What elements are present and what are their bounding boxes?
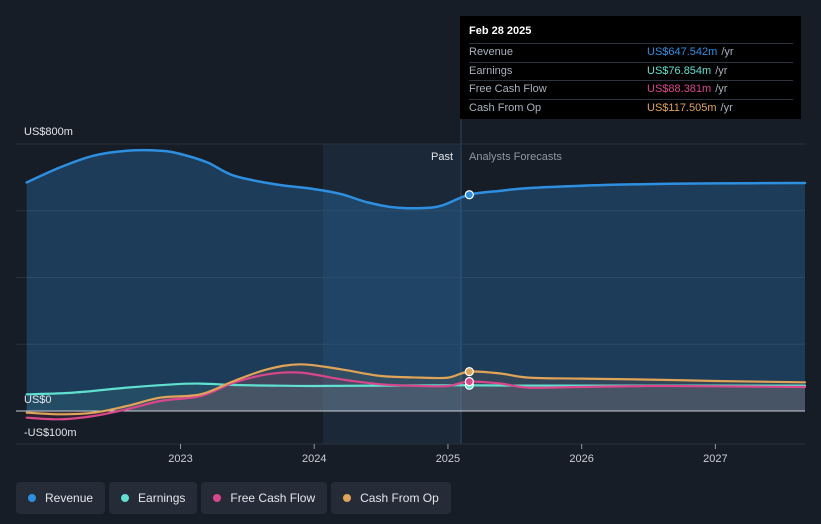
tooltip-label: Revenue [469,46,514,58]
tooltip-row-cash-from-op: Cash From Op US$117.505m /yr [469,98,793,118]
tooltip-value: US$88.381m [647,83,712,95]
free-cash-flow-area [26,372,805,420]
legend-item-cash-from-op[interactable]: Cash From Op [331,482,451,514]
cash-from-op-line [25,363,807,416]
legend-label: Free Cash Flow [230,491,316,505]
legend-dot-icon [343,494,352,502]
forecast-label: Analysts Forecasts [469,151,562,163]
past-label: Past [431,151,453,163]
y-label-0: US$0 [24,394,52,406]
x-tick-label: 2027 [703,453,727,465]
x-axis: 2023 2024 2025 2026 2027 [168,444,728,465]
tooltip-unit: /yr [721,46,734,58]
legend-dot-icon [213,494,222,502]
legend-item-revenue[interactable]: Revenue [16,482,106,514]
past-region-highlight [323,144,461,444]
tooltip-unit: /yr [715,64,728,77]
series-markers [464,190,474,390]
legend-dot-icon [28,494,36,502]
free-cash-flow-marker [464,377,474,387]
x-tick-label: 2025 [436,453,460,465]
revenue-area [26,150,805,411]
legend-item-free-cash-flow[interactable]: Free Cash Flow [201,482,328,514]
cash-from-op-area [26,364,805,415]
tooltip-unit: /yr [715,83,728,95]
revenue-line [25,148,807,210]
y-label-minus-100: -US$100m [24,427,77,439]
gridlines [16,143,805,445]
tooltip-value: US$647.542m [647,46,718,58]
tooltip-unit: /yr [720,101,733,114]
chart-legend: Revenue Earnings Free Cash Flow Cash Fro… [16,482,451,514]
series-lines [25,148,807,421]
tooltip-value: US$117.505m [647,101,717,114]
cash-from-op-marker [464,367,474,377]
y-label-800: US$800m [24,126,73,138]
tooltip-label: Earnings [469,64,513,77]
tooltip-value: US$76.854m [647,64,712,77]
legend-item-earnings[interactable]: Earnings [109,482,198,514]
tooltip-label: Cash From Op [469,101,542,114]
free-cash-flow-line [25,371,807,421]
series-areas [26,150,805,420]
earnings-area [26,383,805,411]
x-tick-label: 2026 [569,453,593,465]
legend-dot-icon [121,494,130,502]
tooltip-panel: Feb 28 2025 Revenue US$647.542m /yr Earn… [460,16,801,119]
legend-label: Cash From Op [360,491,439,505]
tooltip-row-free-cash-flow: Free Cash Flow US$88.381m /yr [469,80,793,99]
tooltip-label: Free Cash Flow [469,83,547,95]
x-tick-label: 2024 [302,453,326,465]
legend-label: Revenue [45,491,94,505]
tooltip-date: Feb 28 2025 [469,25,532,37]
x-tick-label: 2023 [168,453,192,465]
tooltip-row-earnings: Earnings US$76.854m /yr [469,61,793,81]
tooltip-row-revenue: Revenue US$647.542m /yr [469,43,793,62]
revenue-marker [464,190,474,200]
legend-label: Earnings [138,491,186,505]
financial-chart: US$800m US$0 -US$100m Past Analysts Fore… [16,119,807,465]
